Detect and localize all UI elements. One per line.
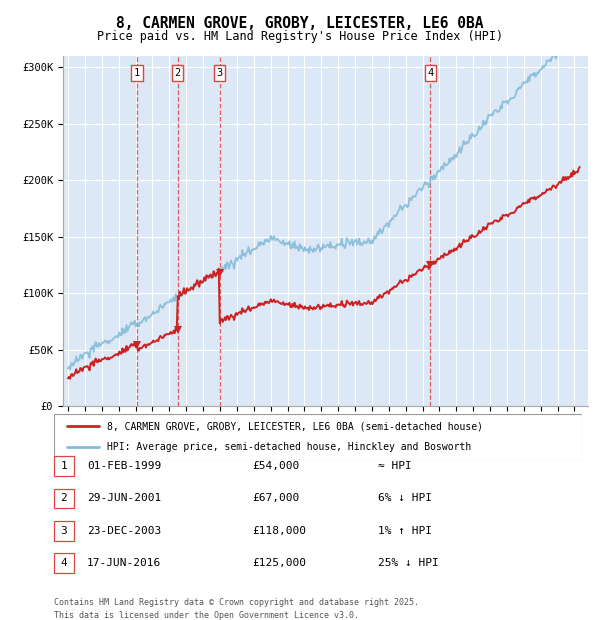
Text: 4: 4 (61, 558, 67, 568)
Text: 23-DEC-2003: 23-DEC-2003 (87, 526, 161, 536)
Text: 3: 3 (217, 68, 223, 78)
Text: 29-JUN-2001: 29-JUN-2001 (87, 494, 161, 503)
Text: £67,000: £67,000 (252, 494, 299, 503)
Text: £118,000: £118,000 (252, 526, 306, 536)
Text: 17-JUN-2016: 17-JUN-2016 (87, 558, 161, 568)
Text: 4: 4 (427, 68, 433, 78)
Text: 2: 2 (61, 494, 67, 503)
Text: ≈ HPI: ≈ HPI (378, 461, 412, 471)
Text: 25% ↓ HPI: 25% ↓ HPI (378, 558, 439, 568)
Text: 8, CARMEN GROVE, GROBY, LEICESTER, LE6 0BA (semi-detached house): 8, CARMEN GROVE, GROBY, LEICESTER, LE6 0… (107, 421, 483, 431)
Text: 1: 1 (134, 68, 140, 78)
Text: Contains HM Land Registry data © Crown copyright and database right 2025.
This d: Contains HM Land Registry data © Crown c… (54, 598, 419, 620)
Text: £125,000: £125,000 (252, 558, 306, 568)
Text: Price paid vs. HM Land Registry's House Price Index (HPI): Price paid vs. HM Land Registry's House … (97, 30, 503, 43)
Text: 01-FEB-1999: 01-FEB-1999 (87, 461, 161, 471)
Text: HPI: Average price, semi-detached house, Hinckley and Bosworth: HPI: Average price, semi-detached house,… (107, 443, 471, 453)
Text: 2: 2 (175, 68, 181, 78)
Text: 8, CARMEN GROVE, GROBY, LEICESTER, LE6 0BA: 8, CARMEN GROVE, GROBY, LEICESTER, LE6 0… (116, 16, 484, 31)
Text: 6% ↓ HPI: 6% ↓ HPI (378, 494, 432, 503)
Text: 3: 3 (61, 526, 67, 536)
Text: £54,000: £54,000 (252, 461, 299, 471)
Text: 1% ↑ HPI: 1% ↑ HPI (378, 526, 432, 536)
Text: 1: 1 (61, 461, 67, 471)
